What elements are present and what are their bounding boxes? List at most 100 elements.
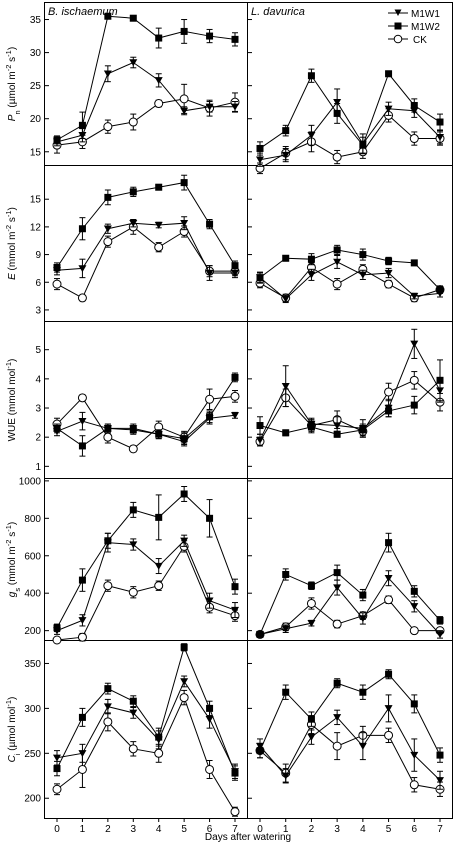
data-point-ck (230, 807, 240, 817)
figure-frame (44, 2, 453, 819)
y-tick-label: 35 (30, 15, 42, 26)
data-point-m1w2 (180, 643, 188, 651)
series-m1w2 (53, 643, 239, 781)
series-m1w1 (53, 56, 239, 147)
data-point-m1w2 (206, 514, 214, 522)
data-point-m1w1 (436, 631, 444, 639)
data-point-m1w2 (206, 704, 214, 712)
series-m1w1 (53, 675, 239, 779)
series-m1w2 (256, 359, 444, 438)
y-tick-label: 600 (24, 551, 41, 562)
data-point-m1w1 (205, 597, 214, 605)
y-tick-label: 2 (35, 433, 41, 444)
x-tick-label: 2 (105, 824, 111, 835)
series-m1w2 (256, 244, 444, 294)
data-point-m1w2 (256, 630, 264, 638)
data-point-ck (77, 293, 87, 303)
square-icon (394, 22, 402, 30)
data-point-m1w1 (384, 575, 393, 583)
data-point-m1w2 (359, 688, 367, 696)
data-point-ck (154, 581, 164, 591)
circle-icon (393, 34, 403, 44)
data-point-m1w2 (282, 688, 290, 696)
y-axis-title: Pn (µmol m-2 s-1) (4, 47, 22, 121)
data-point-m1w2 (231, 583, 239, 591)
data-point-m1w2 (307, 255, 315, 263)
data-point-m1w1 (358, 271, 367, 279)
y-axis-title: Ci (µmol mol-1) (4, 697, 22, 763)
data-point-m1w2 (180, 490, 188, 498)
data-point-m1w2 (359, 141, 367, 149)
x-tick-label: 0 (257, 824, 263, 835)
data-point-m1w2 (256, 144, 264, 152)
series-line-m1w1 (56, 61, 235, 143)
data-point-m1w2 (359, 591, 367, 599)
data-point-ck (205, 764, 215, 774)
series-line-m1w1 (259, 707, 441, 781)
data-point-m1w2 (155, 430, 163, 438)
data-point-m1w2 (436, 751, 444, 759)
series-ck (255, 108, 445, 175)
data-point-m1w2 (436, 376, 444, 384)
data-point-m1w2 (78, 442, 86, 450)
data-point-m1w2 (307, 715, 315, 723)
chart-panel: 1 2 3 4 5 (35, 345, 240, 473)
data-point-m1w1 (358, 742, 367, 750)
data-point-ck (128, 587, 138, 597)
data-point-m1w2 (129, 697, 137, 705)
x-tick-label: 3 (131, 824, 137, 835)
x-tick-label: 6 (207, 824, 213, 835)
data-point-m1w2 (333, 569, 341, 577)
data-point-m1w2 (206, 413, 214, 421)
data-point-m1w2 (359, 251, 367, 259)
data-point-m1w1 (154, 562, 163, 570)
panel-title-left: B. ischaemum (48, 6, 118, 18)
data-point-m1w2 (53, 136, 61, 144)
data-point-m1w2 (333, 430, 341, 438)
data-point-ck (154, 242, 164, 252)
series-line-m1w2 (56, 182, 236, 268)
y-tick-label: 4 (35, 374, 41, 385)
series-line-m1w1 (56, 539, 236, 632)
data-point-m1w2 (410, 101, 418, 109)
data-point-m1w2 (385, 257, 393, 265)
y-tick-label: 300 (24, 704, 41, 715)
data-point-m1w2 (385, 670, 393, 678)
data-point-m1w1 (333, 714, 342, 722)
data-point-m1w2 (282, 570, 290, 578)
data-point-m1w2 (155, 34, 163, 42)
x-tick-label: 6 (412, 824, 418, 835)
data-point-m1w2 (155, 513, 163, 521)
data-point-ck (384, 279, 394, 289)
y-tick-label: 200 (24, 626, 41, 637)
data-point-m1w1 (103, 703, 112, 711)
data-point-m1w2 (78, 713, 86, 721)
data-point-ck (103, 432, 113, 442)
data-point-m1w2 (206, 32, 214, 40)
data-point-m1w2 (180, 179, 188, 187)
series-line-ck (259, 599, 440, 635)
series-line-ck (56, 226, 235, 299)
series-line-ck (56, 545, 236, 641)
data-point-ck (332, 279, 342, 289)
data-point-ck (128, 744, 138, 754)
legend: M1W1 M1W2 CK (388, 9, 440, 46)
series-ck (255, 595, 445, 639)
data-point-m1w2 (333, 246, 341, 254)
series-line-ck (259, 379, 441, 442)
data-point-m1w2 (129, 14, 137, 22)
data-point-ck (409, 375, 419, 385)
data-point-m1w1 (180, 537, 189, 545)
data-point-m1w2 (206, 220, 214, 228)
series-line-ck (259, 266, 441, 299)
data-point-ck (103, 122, 113, 132)
series-line-m1w1 (56, 414, 236, 443)
data-point-ck (103, 581, 113, 591)
series-line-m1w1 (56, 680, 236, 772)
data-point-ck (52, 635, 62, 645)
chart-panel: 3 6 9 12 15 (30, 174, 240, 316)
data-point-m1w2 (155, 733, 163, 741)
y-tick-label: 20 (30, 114, 42, 125)
y-axis-title: gs (mmol m-2 s-1) (4, 522, 22, 597)
x-axis: 0 1 2 3 4 5 6 7 0 1 2 3 4 5 6 7 (54, 818, 443, 835)
